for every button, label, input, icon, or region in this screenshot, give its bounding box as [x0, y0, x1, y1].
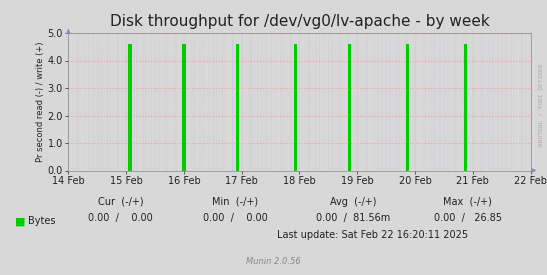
- Text: Munin 2.0.56: Munin 2.0.56: [246, 257, 301, 266]
- Text: Bytes: Bytes: [28, 216, 56, 226]
- Bar: [236, 44, 240, 170]
- Text: ■: ■: [15, 216, 26, 226]
- Text: Cur  (-/+): Cur (-/+): [97, 197, 143, 207]
- Text: Max  (-/+): Max (-/+): [443, 197, 492, 207]
- Text: Last update: Sat Feb 22 16:20:11 2025: Last update: Sat Feb 22 16:20:11 2025: [277, 230, 468, 240]
- Text: 0.00  /  81.56m: 0.00 / 81.56m: [316, 213, 390, 223]
- Bar: [406, 44, 409, 170]
- Text: 0.00  /   26.85: 0.00 / 26.85: [434, 213, 502, 223]
- Bar: [463, 44, 467, 170]
- Text: Avg  (-/+): Avg (-/+): [329, 197, 376, 207]
- Text: Min  (-/+): Min (-/+): [212, 197, 258, 207]
- Bar: [129, 44, 132, 170]
- Text: 0.00  /    0.00: 0.00 / 0.00: [88, 213, 153, 223]
- Bar: [182, 44, 185, 170]
- Text: 0.00  /    0.00: 0.00 / 0.00: [203, 213, 267, 223]
- Bar: [348, 44, 352, 170]
- Bar: [294, 44, 297, 170]
- Title: Disk throughput for /dev/vg0/lv-apache - by week: Disk throughput for /dev/vg0/lv-apache -…: [109, 14, 490, 29]
- Y-axis label: Pr second read (-) / write (+): Pr second read (-) / write (+): [36, 42, 45, 162]
- Text: RRDTOOL / TOBI OETIKER: RRDTOOL / TOBI OETIKER: [538, 63, 543, 146]
